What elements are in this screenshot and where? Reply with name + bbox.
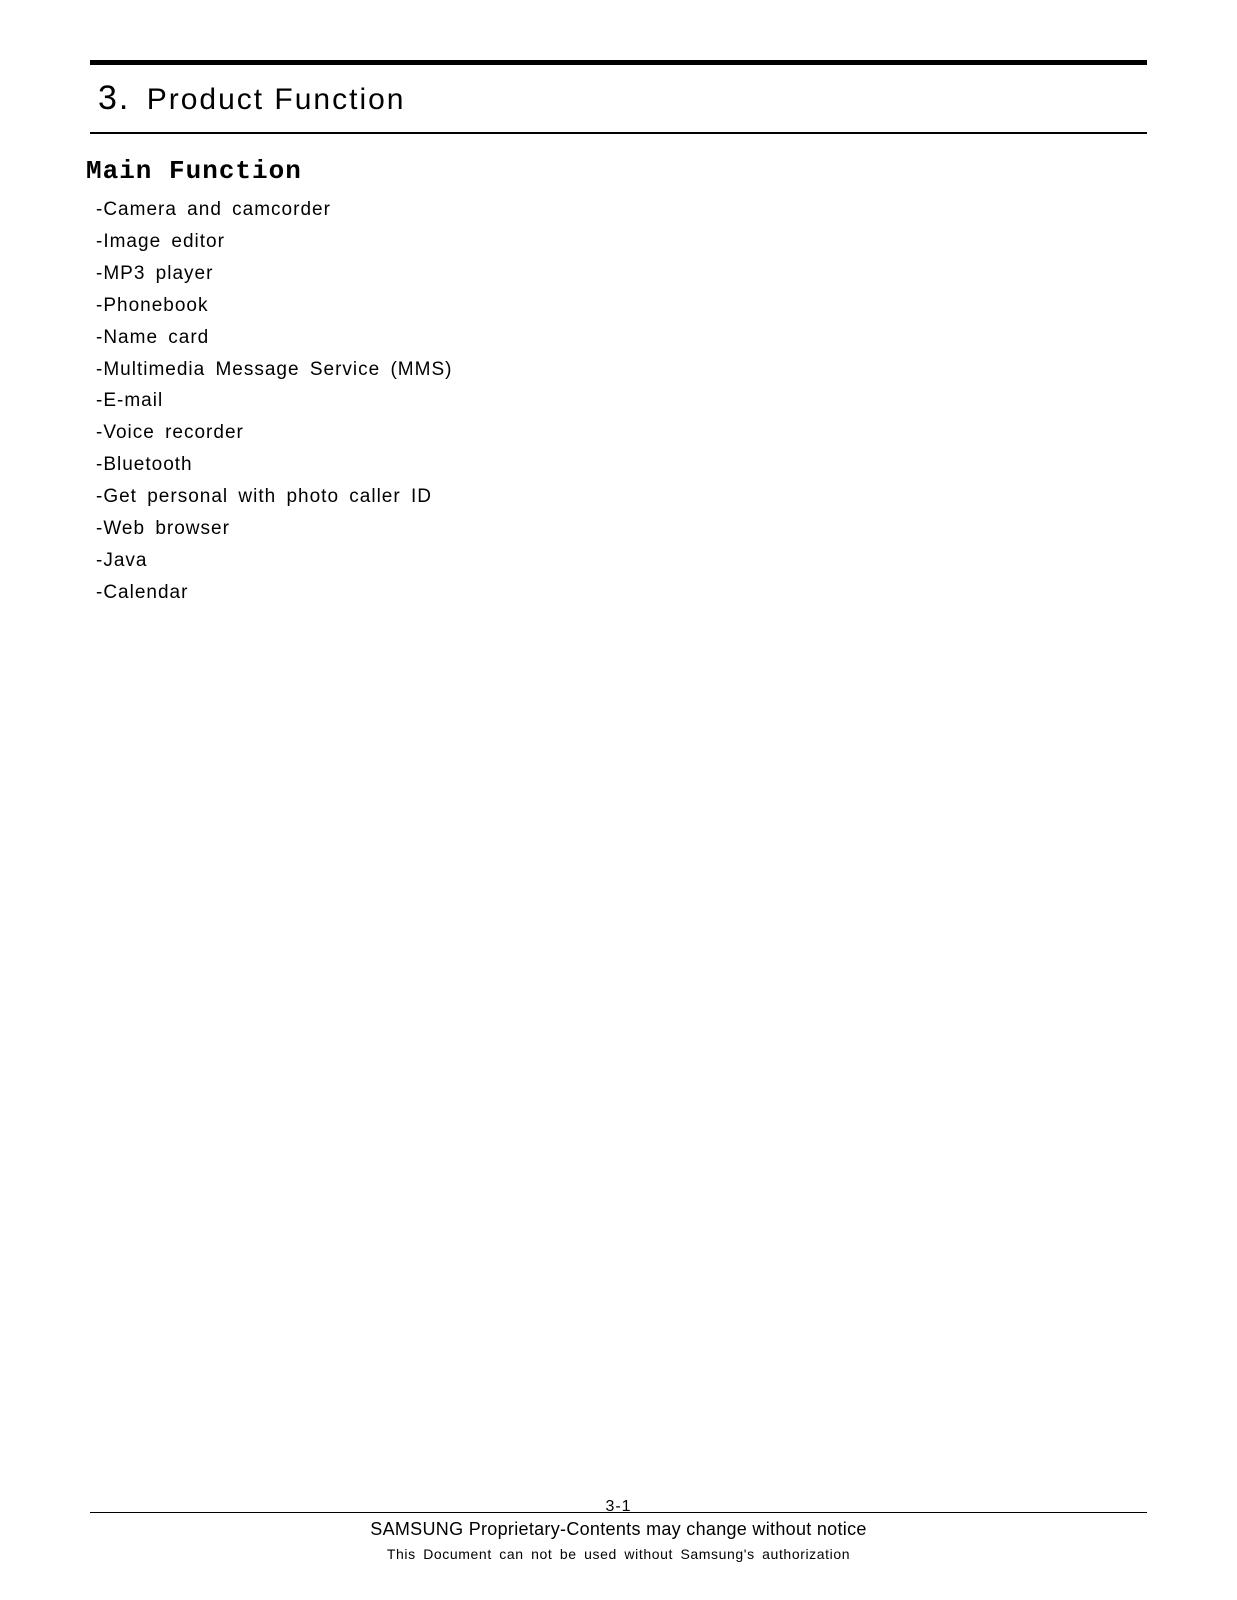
list-item: -Image editor (96, 226, 1147, 258)
feature-list: -Camera and camcorder -Image editor -MP3… (96, 194, 1147, 609)
page-footer: 3-1 SAMSUNG Proprietary-Contents may cha… (90, 1496, 1147, 1562)
list-item: -Calendar (96, 577, 1147, 609)
list-item: -Get personal with photo caller ID (96, 481, 1147, 513)
chapter-title: 3. Product Function (90, 65, 1147, 132)
list-item: -Web browser (96, 513, 1147, 545)
list-item: -Multimedia Message Service (MMS) (96, 354, 1147, 386)
page-number: 3-1 (90, 1498, 1147, 1516)
title-underline-rule (90, 132, 1147, 134)
list-item: -Java (96, 545, 1147, 577)
footer-proprietary-notice: SAMSUNG Proprietary-Contents may change … (90, 1519, 1147, 1540)
list-item: -Voice recorder (96, 417, 1147, 449)
footer-authorization-notice: This Document can not be used without Sa… (90, 1546, 1147, 1562)
list-item: -Phonebook (96, 290, 1147, 322)
list-item: -E-mail (96, 385, 1147, 417)
list-item: -Bluetooth (96, 449, 1147, 481)
list-item: -MP3 player (96, 258, 1147, 290)
chapter-title-text: Product Function (147, 83, 406, 116)
section-heading: Main Function (86, 156, 1147, 186)
document-page: 3. Product Function Main Function -Camer… (0, 0, 1237, 1600)
list-item: -Camera and camcorder (96, 194, 1147, 226)
list-item: -Name card (96, 322, 1147, 354)
chapter-number: 3. (98, 79, 130, 117)
